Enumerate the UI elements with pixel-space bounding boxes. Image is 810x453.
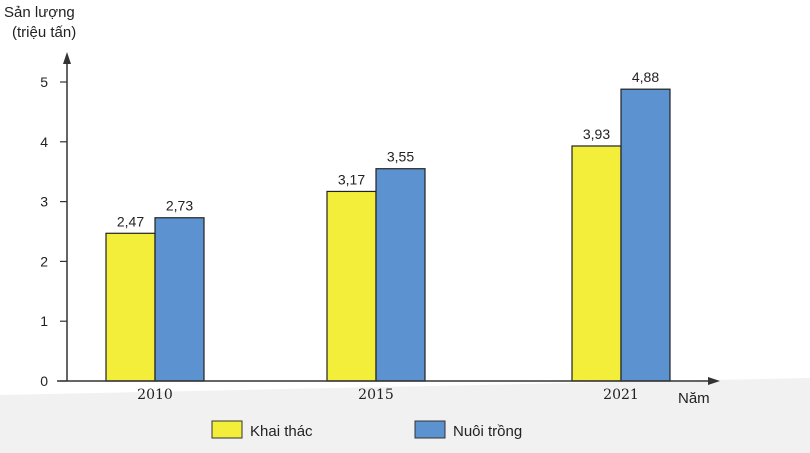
data-label: 3,17 [338,171,365,187]
bar-khai-thac-2015 [326,190,377,382]
data-label: 2,47 [117,213,144,229]
y-axis-arrow-icon [63,52,71,64]
bar-nuoi-trong-2021 [620,88,671,382]
x-axis-title: Năm [678,390,710,407]
y-tick-label: 4 [40,134,48,150]
x-category-label: 2010 [137,387,173,403]
y-axis-unit: (triệu tấn) [12,24,76,41]
data-labels-layer: 2,47 2,73 3,17 3,55 3,93 4,88 [117,69,659,229]
legend-label-khai-thac: Khai thác [250,423,313,440]
data-label: 3,93 [583,126,610,142]
x-category-label: 2015 [358,387,394,403]
y-tick-label: 3 [40,194,48,210]
y-tick-label: 1 [40,313,48,329]
data-label: 4,88 [632,69,659,85]
data-label: 3,55 [387,149,414,165]
y-tick-label: 2 [40,253,48,269]
legend-swatch-khai-thac [211,420,243,439]
bar-nuoi-trong-2010 [154,217,205,382]
legend: Khai thác Nuôi trồng [211,420,522,440]
category-labels-layer: 2010 2015 2021 [137,387,639,403]
bar-khai-thac-2010 [105,232,156,382]
y-tick-label: 5 [40,74,48,90]
legend-label-nuoi-trong: Nuôi trồng [453,423,522,440]
x-axis-arrow-icon [708,377,720,385]
data-label: 2,73 [166,198,193,214]
y-tick-label: 0 [40,373,48,389]
background-shade [0,378,810,453]
x-category-label: 2021 [603,387,639,403]
y-axis-title: Sản lượng [4,4,75,21]
bar-khai-thac-2021 [571,145,622,382]
bars-layer [105,88,671,382]
y-ticks-layer: 0 1 2 3 4 5 [40,74,67,389]
bar-nuoi-trong-2015 [375,168,426,382]
legend-swatch-nuoi-trong [414,420,446,439]
